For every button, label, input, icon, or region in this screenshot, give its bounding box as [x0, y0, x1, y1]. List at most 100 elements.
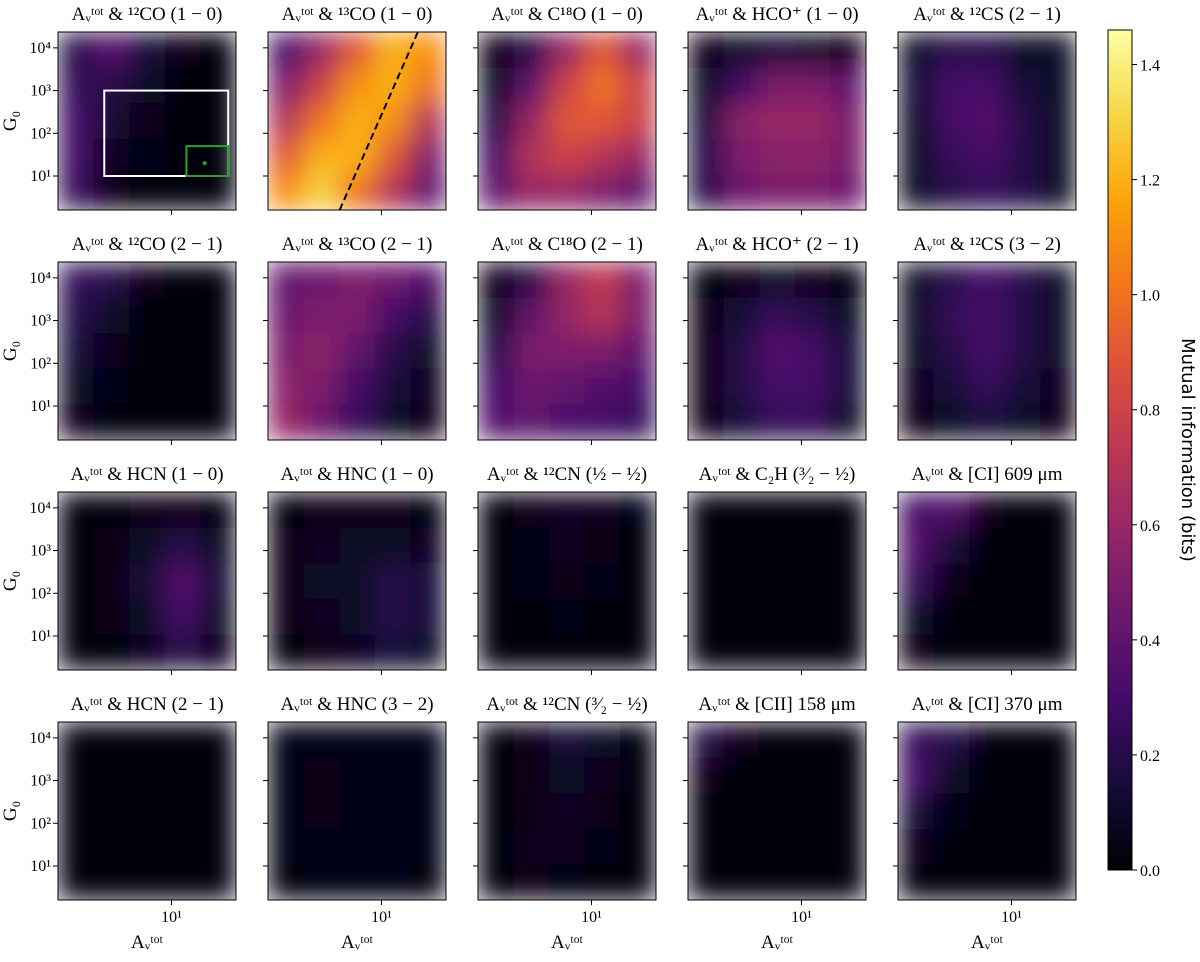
heat-cell: [200, 333, 237, 370]
heat-cell: [478, 563, 515, 600]
heat-cell: [969, 67, 1006, 104]
heat-cell: [830, 297, 867, 334]
heat-cell: [513, 634, 550, 671]
heat-cell: [549, 297, 586, 334]
heat-cell: [513, 368, 550, 405]
heat-cell: [898, 174, 935, 211]
heatmap: [688, 32, 867, 211]
heat-cell: [933, 828, 970, 865]
heat-cell: [1040, 634, 1077, 671]
heat-cell: [794, 262, 831, 299]
heat-cell: [303, 722, 340, 759]
heat-cell: [620, 563, 657, 600]
heat-cell: [58, 563, 95, 600]
heatmap: [688, 262, 867, 441]
heat-cell: [584, 634, 621, 671]
y-axis-label: G₀: [0, 801, 21, 821]
heat-cell: [933, 527, 970, 564]
heat-cell: [1040, 598, 1077, 635]
heat-cell: [549, 828, 586, 865]
heat-cell: [759, 828, 796, 865]
heatmap: [58, 722, 237, 901]
heat-cell: [129, 864, 166, 901]
heat-cell: [303, 527, 340, 564]
heat-cell: [794, 757, 831, 794]
heat-cell: [794, 297, 831, 334]
heat-cell: [268, 492, 305, 529]
y-tick-label: 10¹: [30, 858, 51, 875]
heat-cell: [513, 757, 550, 794]
heat-cell: [164, 174, 201, 211]
heat-cell: [339, 103, 376, 140]
panel-title: Aᵥᵗᵒᵗ & ¹³CO (1 − 0): [282, 4, 433, 25]
heat-cell: [1040, 32, 1077, 69]
heat-cell: [688, 174, 725, 211]
panel-title: Aᵥᵗᵒᵗ & HNC (1 − 0): [280, 464, 433, 485]
heat-cell: [1040, 67, 1077, 104]
heat-cell: [584, 368, 621, 405]
heat-cell: [620, 368, 657, 405]
heat-cell: [969, 527, 1006, 564]
colorbar-tick-label: 0.0: [1140, 863, 1160, 880]
heat-cell: [688, 757, 725, 794]
heat-cell: [164, 864, 201, 901]
panel-frame: [57, 491, 237, 671]
heat-cell: [620, 32, 657, 69]
heat-cell: [129, 368, 166, 405]
heat-cell: [969, 333, 1006, 370]
heat-cell: [794, 138, 831, 175]
heat-cell: [933, 563, 970, 600]
heat-cell: [200, 368, 237, 405]
panel-frame: [267, 491, 447, 671]
heat-cell: [969, 722, 1006, 759]
heat-cell: [339, 563, 376, 600]
heat-cell: [303, 67, 340, 104]
heat-cell: [513, 32, 550, 69]
heat-cell: [513, 563, 550, 600]
heat-cell: [830, 103, 867, 140]
heat-cell: [794, 404, 831, 441]
heatmap: [898, 262, 1077, 441]
heatmap: [898, 722, 1077, 901]
heat-cell: [759, 634, 796, 671]
heat-cell: [93, 138, 130, 175]
y-tick-label: 10²: [30, 125, 51, 142]
heat-cell: [410, 297, 447, 334]
heat-cell: [1004, 527, 1041, 564]
heat-cell: [478, 67, 515, 104]
y-tick-label: 10⁴: [29, 40, 51, 57]
heat-cell: [268, 138, 305, 175]
heat-cell: [93, 333, 130, 370]
heatmap: [268, 492, 447, 671]
heat-cell: [129, 297, 166, 334]
panel-frame: [687, 721, 867, 901]
heat-cell: [93, 757, 130, 794]
heat-cell: [58, 828, 95, 865]
panel-title: Aᵥᵗᵒᵗ & C₂H (³⁄₂ − ½): [699, 464, 856, 485]
heat-cell: [129, 67, 166, 104]
heat-cell: [93, 404, 130, 441]
heat-cell: [513, 828, 550, 865]
colorbar-tick-label: 0.4: [1140, 633, 1160, 650]
panel-frame: [57, 721, 237, 901]
heat-cell: [620, 598, 657, 635]
y-tick-label: 10²: [30, 585, 51, 602]
heat-cell: [93, 527, 130, 564]
heat-cell: [794, 174, 831, 211]
heat-cell: [830, 634, 867, 671]
heat-cell: [898, 722, 935, 759]
y-tick-label: 10¹: [30, 168, 51, 185]
panel-frame: [897, 261, 1077, 441]
heat-cell: [164, 67, 201, 104]
heat-cell: [794, 598, 831, 635]
heat-cell: [688, 262, 725, 299]
heat-cell: [129, 103, 166, 140]
heat-cell: [759, 297, 796, 334]
heat-cell: [549, 32, 586, 69]
colorbar: [1107, 29, 1133, 871]
heat-cell: [1004, 32, 1041, 69]
heat-cell: [898, 598, 935, 635]
panel-title: Aᵥᵗᵒᵗ & [CII] 158 μm: [698, 694, 856, 715]
heat-cell: [339, 67, 376, 104]
